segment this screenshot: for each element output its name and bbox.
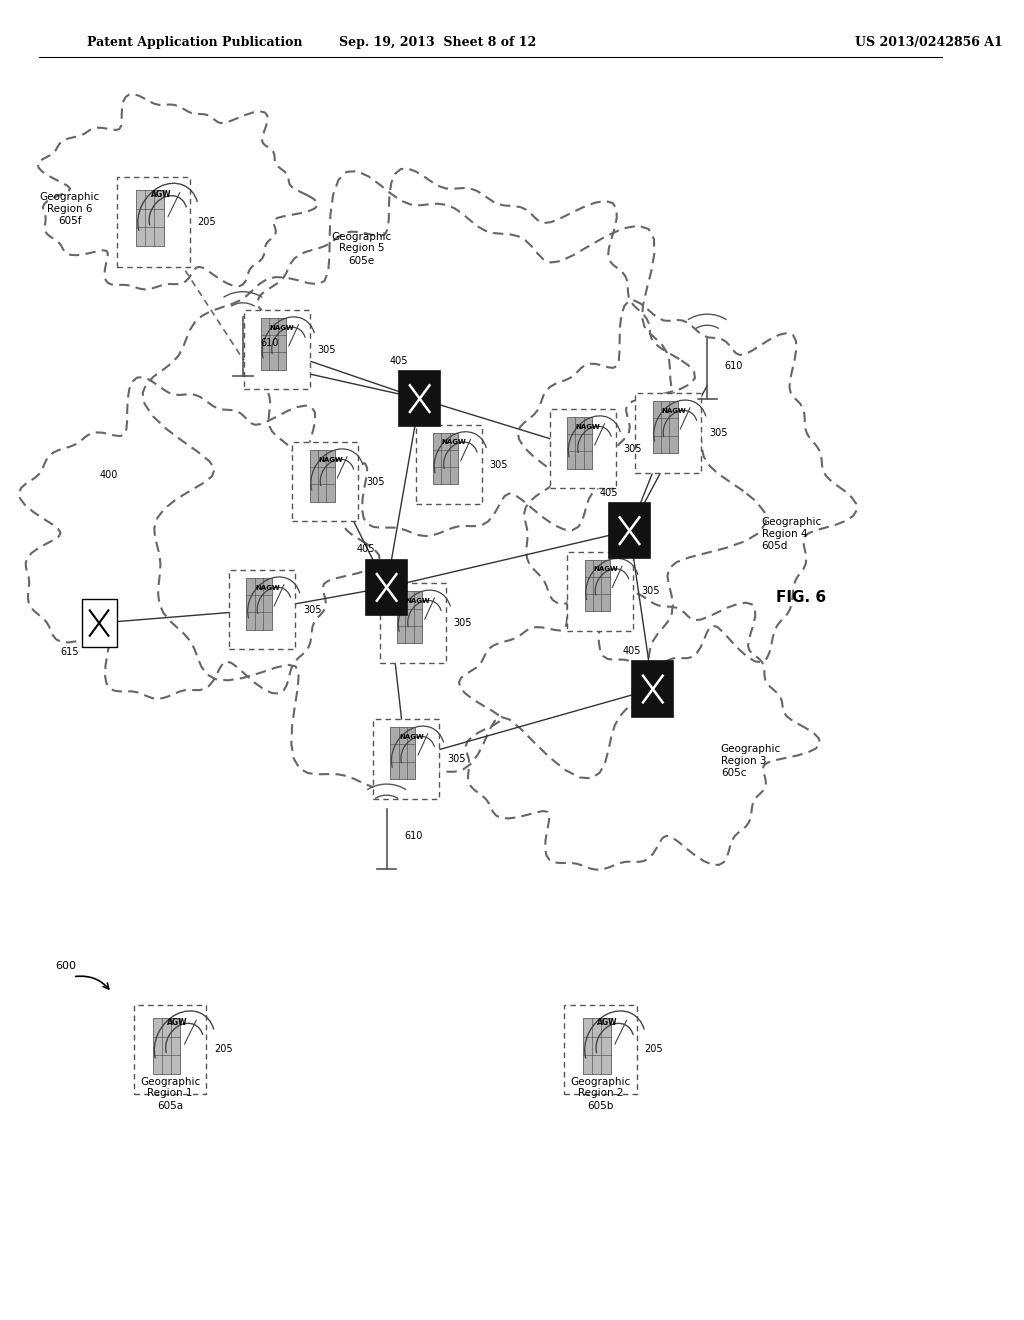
Text: AGW: AGW [151,190,171,199]
FancyBboxPatch shape [133,1005,207,1094]
Text: 610: 610 [260,338,279,348]
Text: 305: 305 [454,618,472,628]
FancyBboxPatch shape [550,409,615,488]
Text: Geographic
Region 5: Geographic Region 5 [332,232,391,253]
FancyBboxPatch shape [609,503,650,558]
FancyBboxPatch shape [244,310,310,389]
Text: Geographic
Region 3: Geographic Region 3 [721,744,781,766]
Text: 605f: 605f [58,216,82,227]
Bar [397,591,422,643]
Text: 205: 205 [198,216,216,227]
FancyBboxPatch shape [229,570,295,649]
Text: 610: 610 [404,830,423,841]
Text: NAGW: NAGW [399,734,424,739]
Bar [309,450,335,502]
Text: Geographic
Region 1: Geographic Region 1 [140,1077,200,1098]
Text: 615: 615 [60,647,79,657]
FancyBboxPatch shape [82,599,117,647]
Text: NAGW: NAGW [269,325,295,330]
Text: AGW: AGW [167,1018,187,1027]
Text: 610: 610 [725,360,743,371]
Text: 305: 305 [641,586,659,597]
Text: 605b: 605b [587,1101,613,1111]
Text: 305: 305 [489,459,508,470]
Text: 605a: 605a [157,1101,183,1111]
FancyBboxPatch shape [373,719,439,799]
Text: NAGW: NAGW [662,408,686,413]
Text: 400: 400 [99,470,118,480]
Bar [390,727,416,779]
FancyBboxPatch shape [564,1005,637,1094]
Text: 305: 305 [367,477,385,487]
Bar [652,401,678,453]
FancyBboxPatch shape [635,393,701,473]
FancyBboxPatch shape [633,661,673,717]
Bar [153,1018,180,1073]
Bar [261,318,286,370]
Text: 605e: 605e [348,256,375,267]
Text: NAGW: NAGW [593,566,618,572]
Text: 305: 305 [446,754,465,764]
FancyBboxPatch shape [293,442,358,521]
Text: NAGW: NAGW [575,424,600,429]
Text: 605c: 605c [721,768,746,779]
Text: Patent Application Publication: Patent Application Publication [87,36,303,49]
Text: NAGW: NAGW [255,585,280,590]
Text: 405: 405 [356,544,375,554]
FancyBboxPatch shape [380,583,445,663]
FancyBboxPatch shape [117,177,189,267]
Text: US 2013/0242856 A1: US 2013/0242856 A1 [855,36,1002,49]
Bar [567,417,592,469]
Text: 305: 305 [710,428,728,438]
Text: 605d: 605d [762,541,788,552]
FancyBboxPatch shape [567,552,634,631]
FancyBboxPatch shape [416,425,482,504]
Text: 600: 600 [55,961,77,972]
Bar [247,578,271,630]
Text: 205: 205 [644,1044,664,1055]
Text: 305: 305 [303,605,322,615]
Bar [585,560,609,611]
Text: 305: 305 [317,345,336,355]
Text: 405: 405 [599,487,617,498]
Bar [136,190,164,246]
Text: 305: 305 [624,444,642,454]
Text: 205: 205 [214,1044,232,1055]
FancyBboxPatch shape [367,560,408,615]
Text: NAGW: NAGW [318,457,343,462]
Text: 405: 405 [389,355,408,366]
Text: Sep. 19, 2013  Sheet 8 of 12: Sep. 19, 2013 Sheet 8 of 12 [339,36,536,49]
Text: NAGW: NAGW [441,440,467,445]
Bar [433,433,458,484]
Text: Geographic
Region 6: Geographic Region 6 [40,193,100,214]
Text: NAGW: NAGW [406,598,430,603]
Text: AGW: AGW [597,1018,617,1027]
Text: FIG. 6: FIG. 6 [776,590,826,606]
Text: Geographic
Region 4: Geographic Region 4 [762,517,822,539]
Text: 405: 405 [623,645,641,656]
Text: Geographic
Region 2: Geographic Region 2 [570,1077,631,1098]
FancyBboxPatch shape [399,371,440,426]
Bar [583,1018,610,1073]
